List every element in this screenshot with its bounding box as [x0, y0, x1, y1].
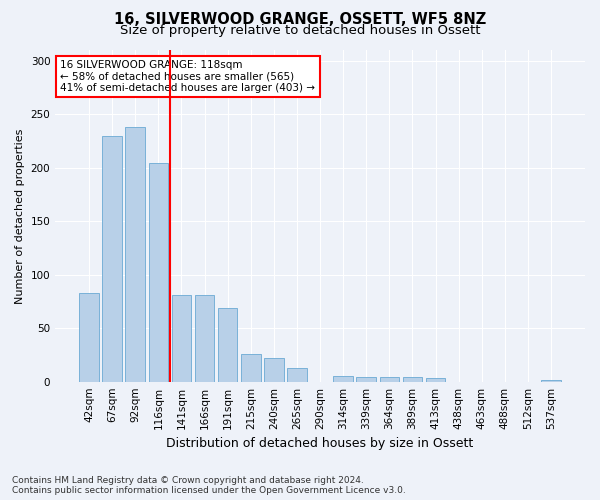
Y-axis label: Number of detached properties: Number of detached properties — [15, 128, 25, 304]
Bar — [403, 378, 422, 382]
Bar — [287, 368, 307, 382]
Bar — [380, 378, 399, 382]
Text: Size of property relative to detached houses in Ossett: Size of property relative to detached ho… — [120, 24, 480, 37]
Bar — [149, 164, 168, 382]
Bar — [356, 378, 376, 382]
Bar — [79, 293, 99, 382]
Bar — [241, 354, 260, 382]
Text: 16, SILVERWOOD GRANGE, OSSETT, WF5 8NZ: 16, SILVERWOOD GRANGE, OSSETT, WF5 8NZ — [114, 12, 486, 28]
Bar — [426, 378, 445, 382]
Bar — [172, 295, 191, 382]
Bar — [218, 308, 238, 382]
Bar — [103, 136, 122, 382]
Text: 16 SILVERWOOD GRANGE: 118sqm
← 58% of detached houses are smaller (565)
41% of s: 16 SILVERWOOD GRANGE: 118sqm ← 58% of de… — [61, 60, 316, 93]
Text: Contains HM Land Registry data © Crown copyright and database right 2024.
Contai: Contains HM Land Registry data © Crown c… — [12, 476, 406, 495]
Bar — [264, 358, 284, 382]
X-axis label: Distribution of detached houses by size in Ossett: Distribution of detached houses by size … — [166, 437, 474, 450]
Bar — [125, 127, 145, 382]
Bar — [195, 295, 214, 382]
Bar — [541, 380, 561, 382]
Bar — [334, 376, 353, 382]
